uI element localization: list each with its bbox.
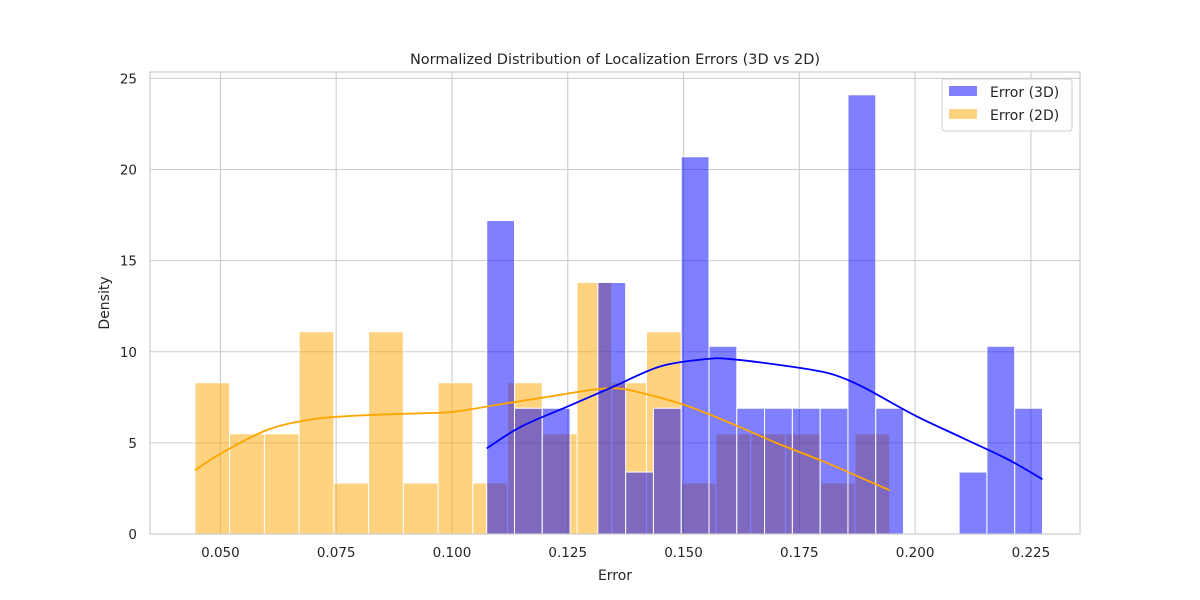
bar-3d [541, 407, 571, 535]
legend-label-3d: Error (3D) [990, 85, 1059, 101]
y-tick-labels: 0 5 10 15 20 25 [120, 71, 137, 543]
legend-swatch-3d [949, 86, 977, 96]
bar-3d [791, 407, 821, 535]
bar-2d [333, 482, 370, 535]
y-tick-label: 5 [128, 436, 137, 452]
x-tick-label: 0.075 [317, 545, 356, 561]
x-tick-label: 0.225 [1012, 545, 1051, 561]
legend: Error (3D) Error (2D) [941, 78, 1073, 132]
y-tick-label: 10 [120, 345, 137, 361]
bar-3d [680, 156, 710, 535]
x-tick-label: 0.150 [664, 545, 703, 561]
bar-3d [875, 407, 905, 535]
kde-curves [194, 357, 1043, 492]
y-tick-label: 0 [128, 527, 137, 543]
x-tick-label: 0.175 [780, 545, 819, 561]
bar-2d [229, 433, 265, 535]
bar-3d [652, 407, 682, 535]
x-tick-label: 0.125 [548, 545, 587, 561]
bar-3d [958, 471, 988, 535]
plot-frame [149, 71, 1081, 535]
legend-swatch-2d [949, 109, 977, 119]
histogram-bars [194, 94, 1043, 535]
y-tick-label: 15 [120, 254, 137, 270]
x-tick-labels: 0.050 0.075 0.100 0.125 0.150 0.175 0.200 0.225 [201, 545, 1050, 561]
x-tick-label: 0.050 [201, 545, 240, 561]
bar-3d [625, 471, 654, 535]
y-axis-label: Density [97, 276, 113, 329]
y-tick-label: 20 [120, 163, 137, 179]
kde-line-2d [194, 387, 891, 492]
bar-3d [847, 94, 877, 535]
x-tick-label: 0.100 [433, 545, 472, 561]
bar-2d [263, 433, 300, 535]
bar-3d [597, 281, 627, 535]
y-tick-label: 25 [120, 71, 137, 87]
bar-2d [368, 331, 404, 535]
x-axis-label: Error [598, 568, 632, 584]
bar-3d [486, 220, 515, 535]
legend-label-2d: Error (2D) [990, 108, 1059, 124]
kde-line-3d [486, 357, 1043, 481]
bar-2d [402, 482, 439, 535]
bar-2d [298, 331, 335, 535]
bar-3d [986, 345, 1016, 535]
bar-3d [764, 407, 793, 535]
x-tick-label: 0.200 [896, 545, 935, 561]
bar-3d [736, 407, 766, 535]
bar-3d [708, 345, 738, 535]
chart-title: Normalized Distribution of Localization … [410, 52, 820, 68]
bar-2d [437, 382, 474, 535]
